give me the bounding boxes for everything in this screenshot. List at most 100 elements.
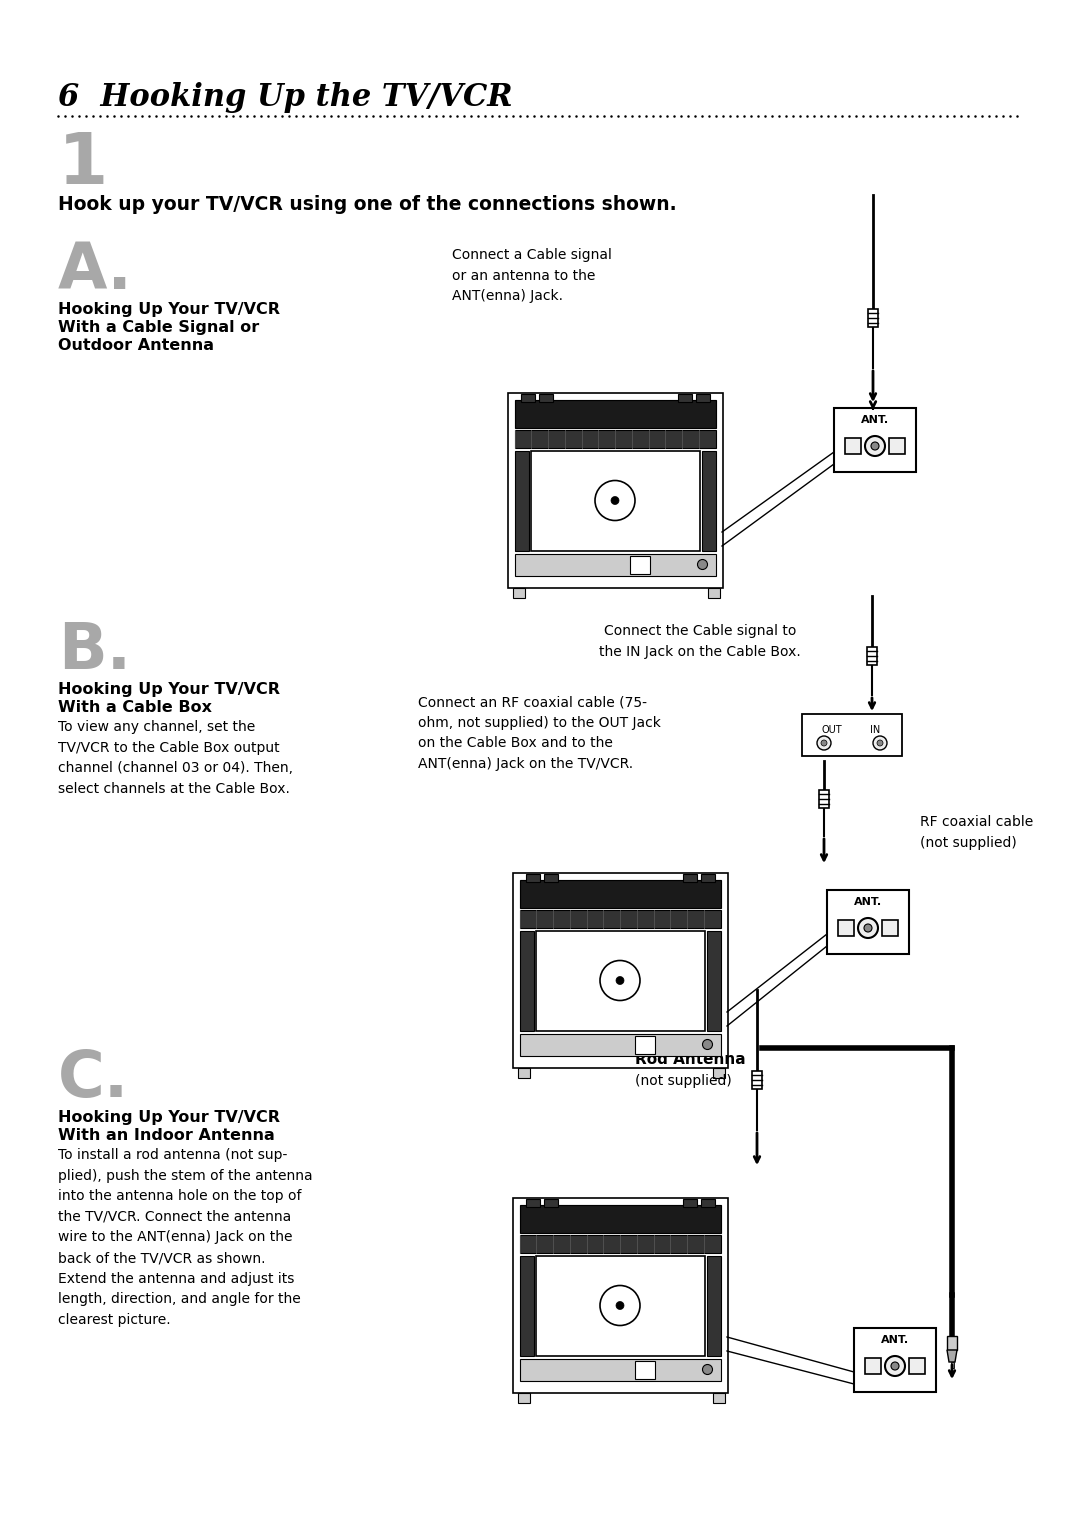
Point (967, 104, 984, 128)
Bar (514, 553, 715, 576)
Point (372, 104, 389, 128)
Point (862, 104, 879, 128)
Point (343, 104, 361, 128)
Point (631, 104, 648, 128)
Point (987, 104, 1004, 128)
Point (378, 104, 395, 128)
Bar (677, 394, 691, 402)
Point (225, 104, 242, 128)
Text: With a Cable Box: With a Cable Box (58, 700, 212, 715)
Point (882, 104, 900, 128)
Text: ANT.: ANT. (881, 1335, 909, 1345)
Circle shape (821, 740, 827, 746)
Point (400, 104, 417, 128)
Point (917, 104, 934, 128)
Point (197, 104, 214, 128)
Bar (514, 399, 715, 428)
Bar (947, 1335, 957, 1351)
Point (414, 104, 431, 128)
Point (645, 104, 662, 128)
Bar (513, 587, 525, 597)
Point (511, 104, 528, 128)
Point (532, 104, 550, 128)
Text: OUT: OUT (822, 724, 842, 735)
Point (792, 104, 809, 128)
Point (273, 104, 291, 128)
Circle shape (698, 559, 707, 570)
Point (806, 104, 823, 128)
Point (561, 104, 578, 128)
Point (764, 104, 781, 128)
Point (848, 104, 865, 128)
Point (700, 104, 717, 128)
Circle shape (870, 442, 879, 451)
Bar (683, 1198, 697, 1207)
Bar (867, 646, 877, 665)
Point (939, 104, 956, 128)
Point (140, 104, 158, 128)
Point (70, 104, 87, 128)
Point (603, 104, 620, 128)
Point (659, 104, 676, 128)
Point (175, 104, 192, 128)
Bar (536, 931, 704, 1030)
Point (84, 104, 102, 128)
Bar (854, 1328, 936, 1392)
Point (161, 104, 178, 128)
Text: Connect an RF coaxial cable (75-
ohm, not supplied) to the OUT Jack
on the Cable: Connect an RF coaxial cable (75- ohm, no… (418, 695, 661, 770)
Point (295, 104, 312, 128)
Point (64, 104, 81, 128)
Text: Hooking Up Your TV/VCR: Hooking Up Your TV/VCR (58, 303, 280, 316)
Point (78, 104, 95, 128)
Bar (513, 1198, 728, 1392)
Point (301, 104, 319, 128)
Point (546, 104, 564, 128)
Circle shape (885, 1355, 905, 1377)
Point (281, 104, 298, 128)
Point (609, 104, 626, 128)
Point (364, 104, 381, 128)
Circle shape (891, 1361, 899, 1371)
Point (126, 104, 144, 128)
Bar (543, 1198, 557, 1207)
Point (189, 104, 206, 128)
Bar (889, 439, 905, 454)
Bar (508, 393, 723, 587)
Circle shape (816, 736, 831, 750)
Point (112, 104, 130, 128)
Bar (752, 1071, 762, 1089)
Point (350, 104, 367, 128)
Circle shape (611, 497, 619, 504)
Point (834, 104, 851, 128)
Bar (519, 931, 534, 1030)
Point (854, 104, 872, 128)
Point (575, 104, 592, 128)
Point (203, 104, 220, 128)
Text: A.: A. (58, 240, 133, 303)
Point (50, 104, 67, 128)
Bar (514, 429, 715, 448)
Text: 6  Hooking Up the TV/VCR: 6 Hooking Up the TV/VCR (58, 83, 513, 113)
Point (617, 104, 634, 128)
Bar (539, 394, 553, 402)
Bar (683, 874, 697, 882)
Point (420, 104, 437, 128)
Point (287, 104, 305, 128)
Bar (696, 394, 710, 402)
Point (525, 104, 542, 128)
Point (995, 104, 1012, 128)
Point (98, 104, 116, 128)
Point (386, 104, 403, 128)
Bar (950, 1361, 954, 1368)
Bar (517, 1392, 529, 1403)
Point (770, 104, 787, 128)
Bar (827, 889, 909, 953)
Bar (802, 714, 902, 756)
Point (735, 104, 753, 128)
Text: RF coaxial cable
(not supplied): RF coaxial cable (not supplied) (920, 814, 1034, 850)
Point (581, 104, 598, 128)
Point (637, 104, 654, 128)
Point (931, 104, 948, 128)
Point (456, 104, 473, 128)
Point (56, 104, 73, 128)
